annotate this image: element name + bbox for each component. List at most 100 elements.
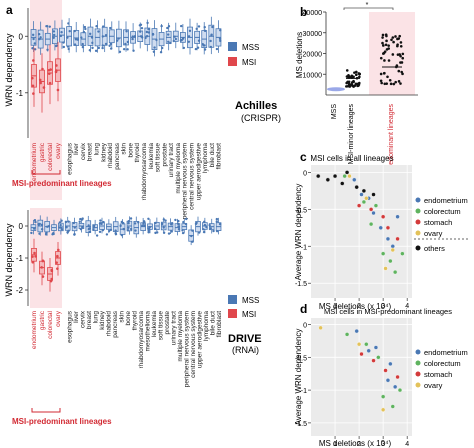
- mss-point: [159, 51, 163, 54]
- mss-point: [201, 42, 204, 46]
- mss-point: [126, 48, 129, 51]
- mss-point: [101, 46, 104, 50]
- mss-point: [145, 30, 149, 34]
- mss-point: [126, 229, 130, 232]
- mss-point: [38, 33, 41, 36]
- mss-point: [166, 26, 169, 30]
- mss-point: [218, 37, 222, 41]
- mss-point: [38, 37, 41, 41]
- mss-point: [209, 45, 213, 49]
- minor-point: [354, 73, 358, 77]
- mss-point: [88, 48, 92, 52]
- msi-point: [32, 59, 35, 62]
- predominant-point: [381, 33, 385, 37]
- minor-point: [354, 82, 358, 86]
- mss-point: [177, 222, 180, 226]
- x-tick-label: fibroblast: [216, 143, 223, 170]
- predominant-point: [396, 44, 399, 48]
- mss-point: [102, 220, 105, 224]
- predominant-point: [386, 75, 389, 79]
- mss-point: [32, 37, 35, 41]
- mss-point: [94, 49, 98, 53]
- msi-bracket: [31, 170, 61, 175]
- mss-point: [97, 30, 100, 33]
- panel-c-scatter: MSI cells in all lineages Average WRN de…: [294, 154, 470, 311]
- panel-d-axis: 0 -0.5 -1 -1.5 1 2 3 4: [295, 318, 412, 448]
- x-tick-label: bile duct: [209, 311, 216, 335]
- legend-label-colorectum: colorectum: [424, 359, 461, 368]
- endometrium-point: [378, 225, 383, 231]
- x-tick-label: lymphoma: [202, 143, 209, 173]
- mss-point: [145, 34, 149, 38]
- panel-c-ylabel: Average WRN dependency: [294, 184, 303, 281]
- x-tick-label: pancreas: [114, 142, 121, 169]
- legend-swatch-endometrium: [415, 349, 421, 355]
- msi-point: [55, 64, 58, 67]
- msi-point: [47, 72, 51, 75]
- x-tick-label-msi: endometrium: [31, 143, 38, 181]
- minor-point: [353, 71, 356, 74]
- mss-point: [167, 40, 170, 43]
- mss-point: [31, 47, 34, 50]
- mss-point: [174, 218, 177, 222]
- x-tick-label: breast: [86, 311, 93, 329]
- legend-label-others: others: [424, 244, 445, 253]
- mss-point: [144, 36, 147, 40]
- mss-point: [197, 25, 201, 28]
- x-tick-label: central nervous system: [190, 311, 197, 378]
- x-tick-label-msi: ovary: [55, 310, 62, 327]
- mss-point: [203, 44, 206, 47]
- stomach-point: [380, 214, 386, 219]
- endometrium-point: [359, 192, 364, 197]
- msi-highlight-band-labels: [30, 140, 62, 200]
- panel-drive-tag-sub: (RNAi): [232, 345, 259, 355]
- x-tick-label: lung: [92, 311, 99, 324]
- mss-point: [46, 48, 49, 52]
- mss-point: [137, 221, 140, 224]
- endometrium-point: [371, 210, 376, 216]
- mss-point: [65, 226, 68, 229]
- msi-point: [31, 255, 34, 258]
- mss-point: [129, 217, 133, 220]
- y-tick-label: -0.5: [295, 355, 307, 362]
- legend-label-colorectum: colorectum: [424, 207, 461, 216]
- legend-label-endometrium: endometrium: [424, 348, 468, 357]
- x-tick-label: upper aerodigestive: [196, 311, 203, 368]
- y-tick-label: -2: [16, 286, 24, 295]
- b-xtick-predominant: MSI-predominant lineages: [388, 104, 395, 186]
- endometrium-point: [373, 345, 379, 350]
- mss-point: [48, 25, 51, 28]
- legend-swatch-stomach: [415, 219, 421, 225]
- predominant-point: [379, 56, 383, 60]
- mss-point: [127, 222, 130, 225]
- mss-point: [127, 226, 130, 229]
- x-tick-label: pancreas: [112, 310, 119, 337]
- endometrium-point: [395, 214, 400, 219]
- msi-point: [56, 267, 59, 270]
- mss-point: [210, 34, 213, 37]
- mss-point: [67, 22, 70, 25]
- mss-point: [140, 26, 144, 30]
- panel-a-boxes: [30, 16, 222, 113]
- mss-point: [73, 226, 76, 229]
- legend-swatch-stomach: [415, 371, 421, 377]
- mss-point: [177, 219, 180, 223]
- mss-point: [101, 25, 105, 28]
- mss-point: [109, 26, 112, 30]
- mss-point: [122, 221, 125, 225]
- msi-point: [41, 259, 45, 263]
- panel-drive: WRN dependency 0-1-2 endometrium gastric c…: [4, 208, 262, 426]
- legend-swatch-colorectum: [415, 208, 421, 214]
- mss-point: [74, 38, 78, 41]
- mss-point: [58, 221, 62, 224]
- y-tick-label: -0.5: [295, 207, 307, 214]
- minor-point: [351, 84, 354, 87]
- legend-mss-label: MSS: [242, 43, 259, 52]
- endometrium-point: [388, 361, 393, 367]
- predominant-point: [392, 82, 396, 86]
- mss-point: [122, 227, 125, 231]
- mss-point: [146, 21, 149, 25]
- mss-point: [33, 219, 37, 222]
- x-tick-label: liver: [73, 142, 80, 155]
